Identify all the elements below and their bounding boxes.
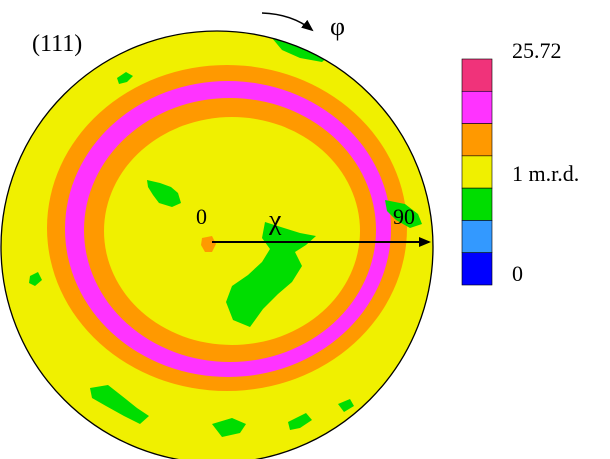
island-lower-right — [338, 399, 354, 412]
island-bottom-left — [90, 385, 149, 424]
island-left-edge — [29, 272, 42, 286]
colorbar-level-6 — [461, 252, 493, 286]
colorbar-level-3 — [461, 155, 493, 189]
island-bottom-mid — [212, 418, 246, 437]
edge-tick-label: 90 — [393, 204, 415, 229]
colorbar-mid-label: 1 m.r.d. — [512, 161, 580, 186]
island-right-edge — [385, 200, 422, 228]
phi-symbol: φ — [330, 12, 346, 41]
center-tick-label: 0 — [196, 204, 207, 229]
colorbar-level-5 — [461, 220, 493, 254]
colorbar-level-2 — [461, 123, 493, 157]
colorbar — [461, 58, 493, 286]
colorbar-level-4 — [461, 187, 493, 221]
island-center — [226, 222, 316, 327]
pole-figure-label: (111) — [32, 31, 83, 57]
colorbar-level-0 — [461, 58, 493, 92]
ring-core-background — [104, 117, 360, 345]
pole-figure-outline — [0, 30, 434, 459]
chi-symbol: χ — [269, 205, 282, 236]
island-top-left — [117, 72, 133, 84]
colorbar-max-label: 25.72 — [512, 38, 562, 63]
phi-rotation-arrow — [261, 12, 314, 32]
colorbar-level-1 — [461, 90, 493, 124]
island-bottom-right — [288, 413, 312, 430]
colorbar-min-label: 0 — [512, 261, 523, 286]
island-inner-left — [147, 180, 181, 207]
center-spot — [201, 236, 216, 252]
